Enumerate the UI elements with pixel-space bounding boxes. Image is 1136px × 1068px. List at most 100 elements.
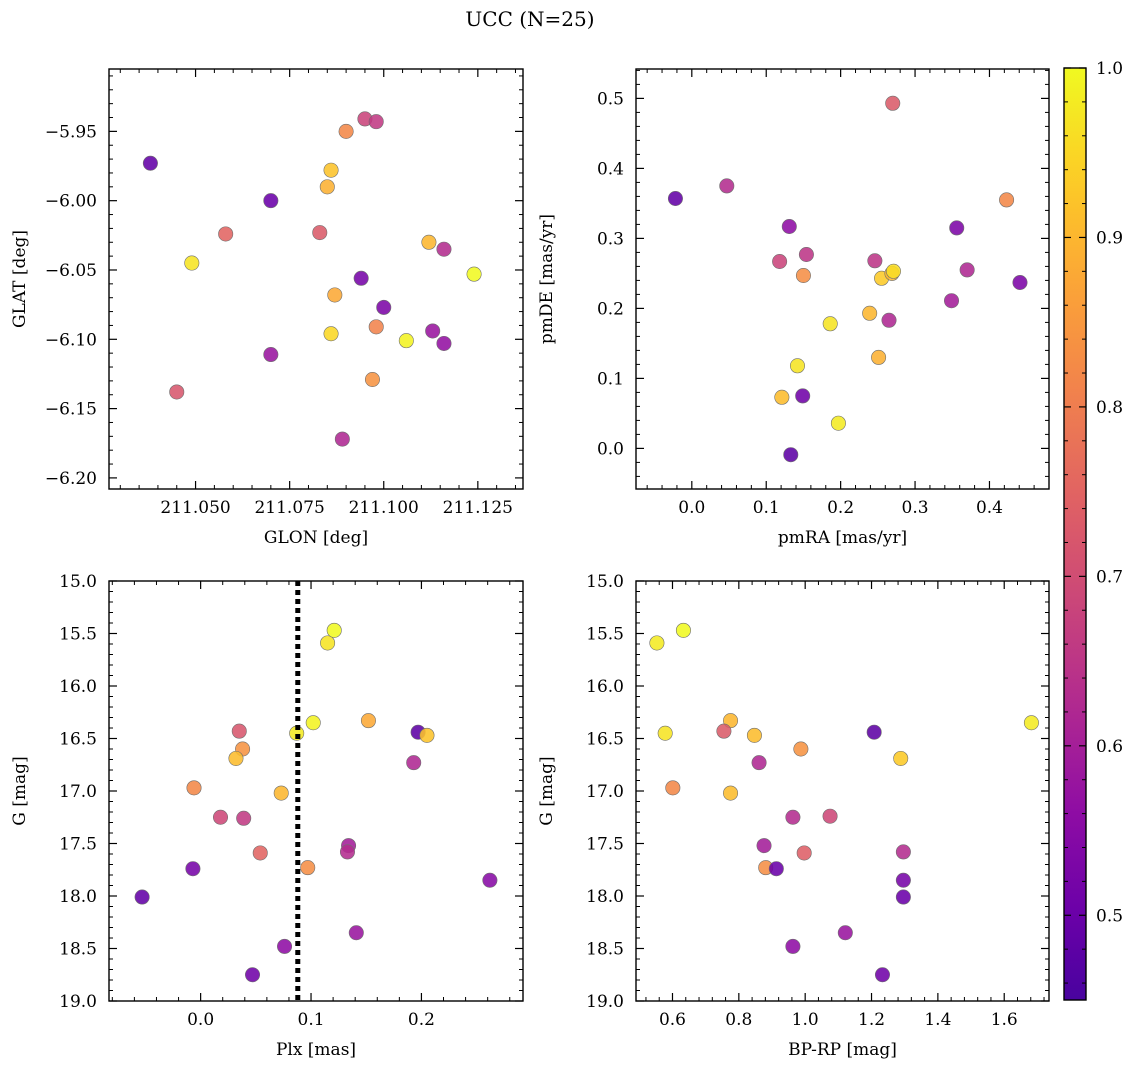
y-tick-label: 0.0	[597, 439, 624, 459]
scatter-point	[353, 270, 369, 286]
scatter-point	[236, 810, 252, 826]
y-tick-label: −5.95	[45, 122, 97, 142]
panel-pmra-pmde: 0.0 0.1 0.2 0.3 0.4 0.0 0.1 0.2 0.3 0.4 0.5 pmRA [m…	[537, 68, 1050, 548]
colorbar-tick-label: 0.9	[1096, 228, 1123, 248]
x-tick-label: 0.2	[408, 1010, 435, 1030]
scatter-point	[186, 780, 202, 796]
scatter-point	[277, 938, 293, 954]
scatter-point	[134, 889, 150, 905]
scatter-point	[406, 755, 422, 771]
scatter-point	[185, 861, 201, 877]
y-tick-label: 16.5	[59, 730, 97, 750]
y-tick-label: 16.0	[59, 677, 97, 697]
scatter-point	[305, 715, 321, 731]
y-tick-label: 15.5	[586, 625, 624, 645]
x-tick-label: 211.100	[349, 498, 419, 518]
y-axis-label: G [mag]	[10, 756, 30, 825]
scatter-point	[944, 293, 960, 309]
figure-title: UCC (N=25)	[465, 7, 594, 31]
x-tick-label: 211.050	[160, 498, 230, 518]
x-tick-label: 0.2	[827, 498, 854, 518]
scatter-point	[867, 253, 883, 269]
colorbar: 0.5 0.6 0.7 0.8 0.9 1.0	[1063, 59, 1123, 1001]
scatter-point	[795, 388, 811, 404]
x-tick-label: 211.075	[254, 498, 324, 518]
scatter-point	[822, 316, 838, 332]
scatter-point	[312, 225, 328, 241]
scatter-point	[885, 95, 901, 111]
scatter-point	[881, 312, 897, 328]
y-tick-label: 16.5	[586, 730, 624, 750]
scatter-points	[667, 95, 1028, 463]
scatter-point	[368, 114, 384, 130]
scatter-point	[326, 622, 342, 638]
x-axis-label: pmRA [mas/yr]	[778, 528, 907, 548]
scatter-points	[134, 622, 498, 983]
panel-glon-glat: 211.050 211.075 211.100 211.125 −5.95 −6.00 −6…	[10, 68, 524, 548]
y-tick-label: 18.5	[586, 940, 624, 960]
x-tick-label: 0.8	[725, 1010, 752, 1030]
scatter-point	[425, 323, 441, 339]
scatter-point	[323, 326, 339, 342]
x-axis-label: Plx [mas]	[276, 1040, 356, 1060]
scatter-point	[798, 247, 814, 263]
x-tick-label: 1.0	[792, 1010, 819, 1030]
y-tick-label: 18.0	[59, 887, 97, 907]
scatter-point	[785, 809, 801, 825]
scatter-point	[252, 845, 268, 861]
scatter-point	[213, 809, 229, 825]
scatter-point	[339, 844, 355, 860]
y-tick-label: 0.1	[597, 369, 624, 389]
scatter-point	[667, 191, 683, 207]
scatter-point	[300, 860, 316, 876]
scatter-point	[649, 635, 665, 651]
x-tick-label: 0.6	[659, 1010, 686, 1030]
scatter-point	[949, 220, 965, 236]
scatter-point	[436, 241, 452, 257]
scatter-point	[866, 724, 882, 740]
scatter-point	[822, 808, 838, 824]
y-tick-label: 0.4	[597, 159, 624, 179]
scatter-point	[719, 178, 735, 194]
y-tick-label: 0.5	[597, 89, 624, 109]
scatter-point	[263, 347, 279, 363]
y-tick-label: 15.0	[59, 572, 97, 592]
scatter-point	[245, 967, 261, 983]
scatter-points	[649, 622, 1039, 983]
y-tick-label: 17.0	[586, 782, 624, 802]
scatter-point	[871, 349, 887, 365]
y-tick-label: 17.5	[59, 835, 97, 855]
x-axis-label: GLON [deg]	[264, 528, 368, 548]
scatter-point	[263, 193, 279, 209]
scatter-point	[999, 192, 1015, 208]
x-axis-label: BP-RP [mag]	[788, 1040, 897, 1060]
scatter-point	[895, 889, 911, 905]
scatter-point	[862, 305, 878, 321]
scatter-point	[142, 155, 158, 171]
scatter-points	[142, 111, 482, 447]
scatter-point	[228, 750, 244, 766]
axes-frame	[635, 68, 1050, 490]
scatter-point	[774, 389, 790, 405]
y-tick-label: 17.5	[586, 835, 624, 855]
scatter-point	[320, 635, 336, 651]
scatter-point	[273, 785, 289, 801]
scatter-point	[184, 255, 200, 271]
scatter-point	[436, 335, 452, 351]
y-tick-label: 18.5	[59, 940, 97, 960]
y-axis-label: GLAT [deg]	[10, 230, 30, 328]
scatter-point	[716, 723, 732, 739]
x-tick-label: 0.1	[753, 498, 780, 518]
scatter-point	[231, 723, 247, 739]
scatter-point	[781, 219, 797, 235]
scatter-point	[675, 622, 691, 638]
scatter-point	[783, 447, 799, 463]
scatter-point	[793, 741, 809, 757]
scatter-point	[895, 844, 911, 860]
x-tick-label: 0.4	[976, 498, 1003, 518]
y-tick-label: −6.15	[45, 400, 97, 420]
colorbar-tick-label: 1.0	[1096, 59, 1123, 79]
scatter-point	[723, 785, 739, 801]
scatter-point	[1012, 274, 1028, 290]
scatter-point	[319, 179, 335, 195]
